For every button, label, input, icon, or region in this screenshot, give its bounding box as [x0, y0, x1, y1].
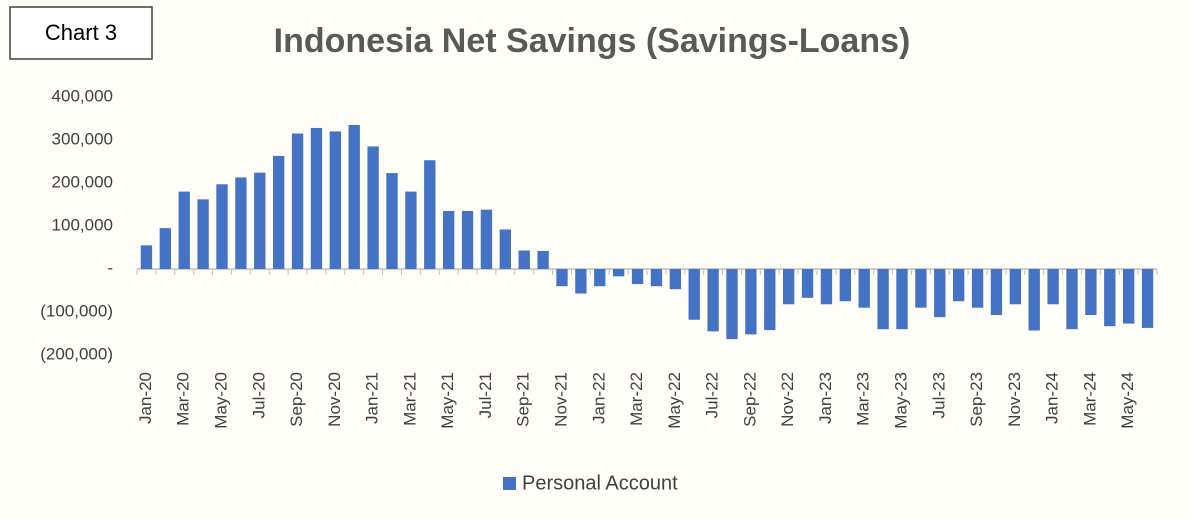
x-tick-label: May-20	[211, 372, 230, 429]
bar	[235, 177, 247, 269]
y-tick-label: (100,000)	[40, 301, 113, 320]
bar	[858, 269, 870, 308]
bar	[291, 133, 304, 269]
bar	[669, 269, 681, 290]
chart-label-box	[9, 6, 153, 60]
bar	[197, 199, 209, 269]
x-tick-label: Jan-23	[816, 372, 835, 424]
bar	[915, 269, 927, 308]
bar	[443, 210, 455, 269]
legend-label: Personal Account	[522, 472, 678, 494]
x-tick-label: Jan-20	[136, 372, 155, 424]
bar	[688, 269, 700, 320]
x-tick-label: Nov-20	[325, 372, 344, 427]
bar	[1047, 269, 1059, 305]
bar	[839, 269, 851, 302]
x-tick-label: May-24	[1118, 372, 1137, 429]
x-tick-label: Jan-24	[1043, 372, 1062, 424]
x-tick-label: Jul-22	[703, 372, 722, 418]
x-tick-label: Jul-23	[929, 372, 948, 418]
bar	[329, 131, 341, 269]
bar	[990, 269, 1003, 316]
legend-swatch	[503, 477, 516, 490]
bar	[726, 269, 738, 340]
bar	[613, 269, 625, 277]
bar	[1085, 269, 1097, 316]
bar	[1066, 269, 1078, 330]
bar	[348, 124, 360, 269]
x-tick-label: Sep-22	[740, 372, 759, 427]
bar	[896, 269, 908, 330]
bar	[310, 127, 323, 270]
x-tick-label: Sep-23	[967, 372, 986, 427]
x-tick-label: Sep-21	[514, 372, 533, 427]
bar	[140, 245, 153, 269]
bar	[953, 269, 965, 302]
x-tick-label: Jan-21	[363, 372, 382, 424]
x-tick-label: May-21	[438, 372, 457, 429]
bar	[971, 269, 984, 308]
bar	[1141, 269, 1154, 328]
bar	[594, 269, 606, 287]
x-tick-label: Jan-22	[589, 372, 608, 424]
bar	[159, 228, 171, 269]
bar	[216, 184, 228, 269]
chart-title: Indonesia Net Savings (Savings-Loans)	[274, 22, 911, 60]
bar	[273, 155, 285, 269]
bar	[707, 269, 719, 332]
bar	[575, 269, 587, 294]
bar	[518, 250, 530, 269]
bar	[934, 269, 946, 318]
x-tick-label: Mar-22	[627, 372, 646, 426]
bar	[178, 191, 190, 269]
bar	[877, 269, 889, 330]
y-tick-label: 100,000	[52, 215, 113, 234]
bar	[537, 250, 549, 269]
x-tick-label: Jul-21	[476, 372, 495, 418]
x-tick-label: Nov-23	[1005, 372, 1024, 427]
x-tick-label: Jul-20	[249, 372, 268, 418]
bar	[1123, 269, 1135, 324]
x-tick-label: Mar-24	[1080, 372, 1099, 426]
bar	[461, 210, 474, 269]
x-tick-label: Nov-21	[551, 372, 570, 427]
x-tick-label: Mar-21	[400, 372, 419, 426]
bar	[405, 191, 417, 269]
y-tick-label: 400,000	[52, 86, 113, 105]
bar	[1104, 269, 1116, 327]
bar	[1009, 269, 1021, 305]
bar	[424, 160, 436, 269]
bar	[556, 269, 568, 287]
bar	[631, 269, 644, 285]
bar	[801, 269, 814, 298]
x-tick-label: May-22	[665, 372, 684, 429]
bar	[764, 269, 776, 331]
bar	[820, 269, 833, 305]
bar	[783, 269, 795, 305]
x-tick-label: May-23	[891, 372, 910, 429]
bar	[499, 229, 511, 269]
y-tick-label: -	[107, 258, 113, 277]
chart-label: Chart 3	[45, 20, 117, 45]
bar	[367, 146, 379, 269]
x-tick-label: Sep-20	[287, 372, 306, 427]
x-tick-label: Mar-20	[174, 372, 193, 426]
y-tick-label: 300,000	[52, 129, 113, 148]
y-tick-label: (200,000)	[40, 344, 113, 363]
bar	[480, 209, 493, 269]
y-tick-label: 200,000	[52, 172, 113, 191]
bar	[386, 173, 398, 269]
x-tick-label: Mar-23	[854, 372, 873, 426]
bar	[1028, 269, 1040, 331]
bar	[650, 269, 663, 287]
x-tick-label: Nov-22	[778, 372, 797, 427]
bar	[745, 269, 757, 335]
bar	[254, 172, 266, 269]
